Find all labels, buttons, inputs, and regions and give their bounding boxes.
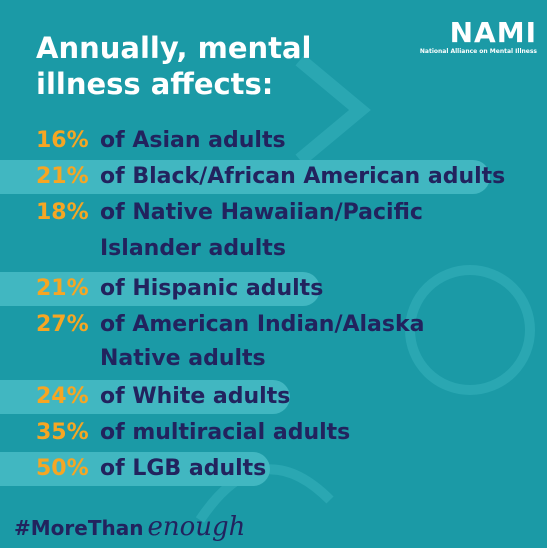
- list-row: 16% of Asian adults: [0, 124, 547, 158]
- highlight: [0, 452, 270, 486]
- item-text: of Native Hawaiian/Pacific: [100, 200, 423, 225]
- logo: NAMI National Alliance on Mental Illness: [419, 16, 537, 56]
- percent: 16%: [36, 128, 89, 153]
- list-row: Native adults: [0, 342, 547, 376]
- logo-name: NAMI: [449, 16, 537, 49]
- hashtag-text: #MoreThan: [14, 516, 144, 540]
- highlight: [0, 160, 490, 194]
- list-row: 50% of LGB adults: [0, 452, 547, 486]
- percent: 27%: [36, 312, 89, 337]
- list-row: 35% of multiracial adults: [0, 416, 547, 450]
- item-text: of Hispanic adults: [100, 276, 324, 301]
- list-row: Islander adults: [0, 232, 547, 266]
- item-text: Native adults: [100, 346, 266, 371]
- percent: 24%: [36, 384, 89, 409]
- hashtag: #MoreThan enough: [14, 512, 245, 542]
- logo-tagline: National Alliance on Mental Illness: [419, 48, 537, 55]
- item-text: of Asian adults: [100, 128, 286, 153]
- highlight: [0, 272, 320, 306]
- list-row: 18% of Native Hawaiian/Pacific: [0, 196, 547, 230]
- percent: 18%: [36, 200, 89, 225]
- percent: 21%: [36, 164, 89, 189]
- list-row: 24% of White adults: [0, 380, 547, 414]
- percent: 35%: [36, 420, 89, 445]
- item-text: of American Indian/Alaska: [100, 312, 425, 337]
- item-text: of White adults: [100, 384, 291, 409]
- percent: 21%: [36, 276, 89, 301]
- item-text: of Black/African American adults: [100, 164, 506, 189]
- hashtag-script: enough: [147, 512, 246, 542]
- item-text: Islander adults: [100, 236, 286, 261]
- highlight: [0, 380, 290, 414]
- list-row: 21% of Black/African American adults: [0, 160, 547, 194]
- item-text: of LGB adults: [100, 456, 267, 481]
- title-line: illness affects:: [36, 67, 274, 101]
- percent: 50%: [36, 456, 89, 481]
- title-line: Annually, mental: [36, 31, 312, 65]
- list-row: 27% of American Indian/Alaska: [0, 308, 547, 342]
- item-text: of multiracial adults: [100, 420, 351, 445]
- list-row: 21% of Hispanic adults: [0, 272, 547, 306]
